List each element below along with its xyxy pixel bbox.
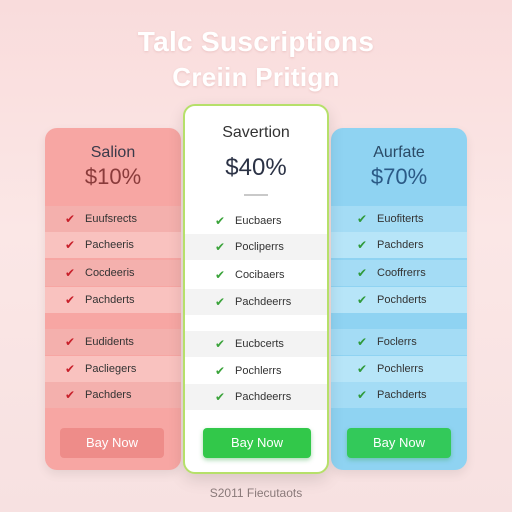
feature-row: ✔ Pachderts	[45, 287, 181, 313]
page-subtitle: Creiin Pritign	[172, 62, 340, 92]
feature-label: Pachderts	[377, 389, 427, 401]
feature-label: Eudidents	[85, 336, 134, 348]
feature-row: ✔ Cocdeeris	[45, 260, 181, 286]
check-icon: ✔	[65, 266, 76, 280]
footer-text: S2011 Fiecutaots	[209, 486, 303, 500]
check-icon: ✔	[357, 212, 368, 226]
feature-label: Pachderts	[85, 294, 135, 306]
check-icon: ✔	[357, 293, 368, 307]
feature-label: Cocibaers	[235, 269, 285, 281]
page-title: Talc Suscriptions	[137, 26, 375, 57]
pricing-card-savertion: Savertion $40% ✔ Eucbaers ✔ Pocliperrs ✔ Co…	[183, 104, 329, 474]
feature-label: Euufsrects	[85, 213, 137, 225]
feature-row: ✔ Pachdeerrs	[185, 384, 327, 410]
feature-label: Eucbcerts	[235, 338, 284, 350]
check-icon: ✔	[357, 266, 368, 280]
feature-row: ✔ Pachderts	[331, 382, 467, 408]
plan-name: Salion	[90, 144, 136, 161]
plan-price: $10%	[84, 164, 142, 189]
check-icon: ✔	[65, 238, 76, 252]
feature-label: Pachders	[377, 239, 424, 251]
feature-label: Cooffrerrs	[377, 267, 426, 279]
feature-label: Euofiterts	[377, 213, 424, 225]
feature-row: ✔ Pacheeris	[45, 232, 181, 258]
feature-label: Pachdeerrs	[235, 296, 292, 308]
check-icon: ✔	[65, 388, 76, 402]
feature-row: ✔ Pochlerrs	[331, 356, 467, 382]
feature-label: Cocdeeris	[85, 267, 135, 279]
feature-label: Pocliperrs	[235, 241, 284, 253]
plan-price: $40%	[225, 154, 287, 181]
feature-row: ✔ Euofiterts	[331, 206, 467, 232]
check-icon: ✔	[215, 295, 226, 309]
feature-label: Pacliegers	[85, 363, 137, 375]
check-icon: ✔	[357, 335, 368, 349]
check-icon: ✔	[215, 268, 226, 282]
check-icon: ✔	[215, 337, 226, 351]
feature-row: ✔ Pachdeerrs	[185, 289, 327, 315]
plan-name: Savertion	[222, 124, 290, 141]
feature-row: ✔ Cooffrerrs	[331, 260, 467, 286]
feature-row: ✔ Pachders	[45, 382, 181, 408]
feature-row: ✔ Pacliegers	[45, 356, 181, 382]
plan-price: $70%	[370, 164, 428, 189]
feature-row: ✔ Pochderts	[331, 287, 467, 313]
feature-row: ✔ Foclerrs	[331, 329, 467, 355]
check-icon: ✔	[65, 293, 76, 307]
check-icon: ✔	[65, 212, 76, 226]
check-icon: ✔	[215, 364, 226, 378]
check-icon: ✔	[357, 362, 368, 376]
check-icon: ✔	[215, 390, 226, 404]
check-icon: ✔	[215, 240, 226, 254]
feature-row: ✔ Eudidents	[45, 329, 181, 355]
pricing-card-salion: Salion $10% ✔ Euufsrects ✔ Pacheeris ✔ Cocd…	[45, 128, 181, 470]
feature-label: Eucbaers	[235, 215, 282, 227]
check-icon: ✔	[215, 214, 226, 228]
feature-row: ✔ Pocliperrs	[185, 234, 327, 260]
pricing-card-aurfate: Aurfate $70% ✔ Euofiterts ✔ Pachders ✔ Coof…	[331, 128, 467, 470]
check-icon: ✔	[65, 362, 76, 376]
feature-row: ✔ Eucbaers	[185, 208, 327, 234]
check-icon: ✔	[357, 388, 368, 402]
feature-label: Foclerrs	[377, 336, 417, 348]
feature-label: Pochderts	[377, 294, 427, 306]
divider	[244, 194, 268, 196]
feature-label: Pachders	[85, 389, 132, 401]
buy-now-button[interactable]: Bay Now	[347, 428, 451, 458]
feature-label: Pachdeerrs	[235, 391, 292, 403]
feature-label: Pochlerrs	[235, 365, 282, 377]
check-icon: ✔	[357, 238, 368, 252]
buy-now-button[interactable]: Bay Now	[203, 428, 311, 458]
check-icon: ✔	[65, 335, 76, 349]
feature-row: ✔ Eucbcerts	[185, 331, 327, 357]
feature-row: ✔ Euufsrects	[45, 206, 181, 232]
feature-label: Pochlerrs	[377, 363, 424, 375]
feature-row: ✔ Pochlerrs	[185, 358, 327, 384]
plan-name: Aurfate	[373, 144, 425, 161]
feature-row: ✔ Pachders	[331, 232, 467, 258]
feature-label: Pacheeris	[85, 239, 134, 251]
buy-now-button[interactable]: Bay Now	[60, 428, 164, 458]
feature-row: ✔ Cocibaers	[185, 262, 327, 288]
